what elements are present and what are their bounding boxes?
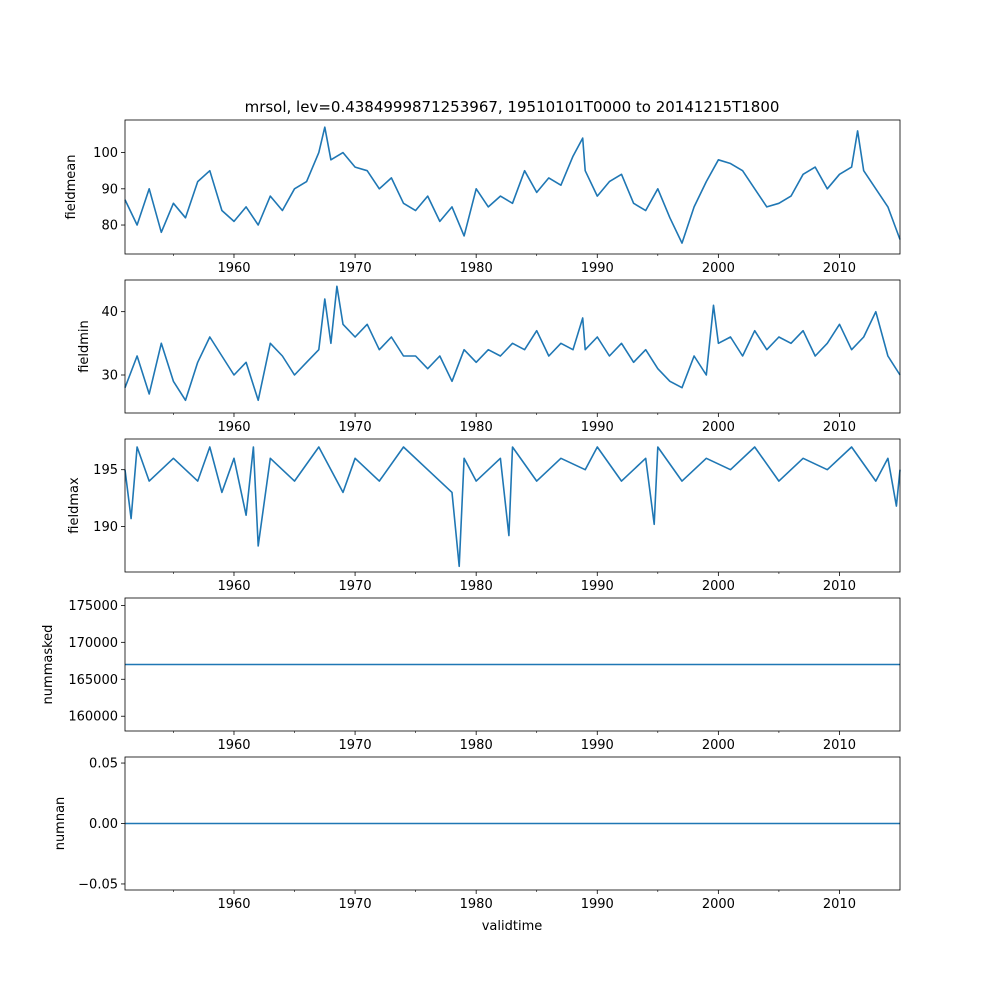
x-axis-label: validtime <box>482 919 543 934</box>
fieldmax-y-tick-label: 195 <box>93 463 118 478</box>
fieldmax-x-tick-label: 1980 <box>460 579 493 594</box>
chart-title: mrsol, lev=0.4384999871253967, 19510101T… <box>245 98 780 116</box>
nummasked-y-axis-label: nummasked <box>41 625 56 705</box>
fieldmin-y-tick-label: 40 <box>101 305 118 320</box>
fieldmin-x-tick-label: 2000 <box>702 420 735 435</box>
fieldmin-axes-frame <box>124 279 901 414</box>
fieldmean-y-tick-label: 100 <box>93 146 118 161</box>
fieldmax-x-tick-label: 1960 <box>217 579 250 594</box>
numnan-x-tick-label: 1970 <box>339 897 372 912</box>
fieldmax-x-tick-label: 1970 <box>339 579 372 594</box>
fieldmin-x-tick-label: 1960 <box>217 420 250 435</box>
nummasked-y-tick-label: 170000 <box>68 636 118 651</box>
numnan-y-axis-label: numnan <box>53 797 68 851</box>
numnan-x-tick-label: 1990 <box>581 897 614 912</box>
nummasked-y-tick-label: 165000 <box>68 673 118 688</box>
numnan-y-tick-label: 0.00 <box>89 817 118 832</box>
nummasked-x-tick-label: 1970 <box>339 738 372 753</box>
fieldmin-x-tick-label: 2010 <box>823 420 856 435</box>
fieldmax-y-tick-label: 190 <box>93 520 118 535</box>
numnan-x-tick-label: 2010 <box>823 897 856 912</box>
nummasked-y-tick-label: 175000 <box>68 599 118 614</box>
fieldmean-y-axis-label: fieldmean <box>64 155 79 220</box>
fieldmax-y-axis-label: fieldmax <box>67 477 82 534</box>
fieldmean-x-tick-label: 1960 <box>217 261 250 276</box>
nummasked-x-tick-label: 1990 <box>581 738 614 753</box>
fieldmean-x-tick-label: 1970 <box>339 261 372 276</box>
fieldmax-axes-frame <box>124 438 901 573</box>
fieldmean-x-tick-label: 1990 <box>581 261 614 276</box>
fieldmax-x-tick-label: 2000 <box>702 579 735 594</box>
fieldmean-x-tick-label: 1980 <box>460 261 493 276</box>
fieldmean-series-line <box>124 126 901 244</box>
nummasked-x-tick-label: 1960 <box>217 738 250 753</box>
subplot-nummasked: 1960 1970 1980 1990 2000 2010 160000 165000 1700… <box>41 597 901 753</box>
numnan-y-tick-label: −0.05 <box>78 877 118 892</box>
fieldmin-series-line <box>124 285 901 402</box>
fieldmin-x-tick-label: 1990 <box>581 420 614 435</box>
fieldmin-x-tick-label: 1980 <box>460 420 493 435</box>
numnan-y-tick-label: 0.05 <box>89 757 118 772</box>
numnan-x-tick-label: 2000 <box>702 897 735 912</box>
nummasked-axes-frame <box>124 597 901 732</box>
fieldmax-x-tick-label: 1990 <box>581 579 614 594</box>
fieldmean-x-tick-label: 2010 <box>823 261 856 276</box>
fieldmin-x-tick-label: 1970 <box>339 420 372 435</box>
fieldmean-axes-frame <box>124 119 901 255</box>
subplots: 1960 1970 1980 1990 2000 2010 80 90 100 fieldmean… <box>41 119 901 912</box>
fieldmin-y-tick-label: 30 <box>101 369 118 384</box>
nummasked-x-tick-label: 1980 <box>460 738 493 753</box>
fieldmax-series-line <box>124 446 901 568</box>
nummasked-x-tick-label: 2010 <box>823 738 856 753</box>
nummasked-x-tick-label: 2000 <box>702 738 735 753</box>
subplot-fieldmean: 1960 1970 1980 1990 2000 2010 80 90 100 fieldmean <box>64 119 901 276</box>
fieldmin-y-axis-label: fieldmin <box>77 320 92 373</box>
numnan-x-tick-label: 1960 <box>217 897 250 912</box>
nummasked-y-tick-label: 160000 <box>68 710 118 725</box>
fieldmean-y-tick-label: 90 <box>101 182 118 197</box>
subplot-fieldmin: 1960 1970 1980 1990 2000 2010 30 40 fieldmin <box>77 279 901 435</box>
fieldmax-x-tick-label: 2010 <box>823 579 856 594</box>
subplot-fieldmax: 1960 1970 1980 1990 2000 2010 190 195 fieldmax <box>67 438 901 594</box>
numnan-x-tick-label: 1980 <box>460 897 493 912</box>
fieldmean-x-tick-label: 2000 <box>702 261 735 276</box>
fieldmean-y-tick-label: 80 <box>101 219 118 234</box>
subplot-numnan: 1960 1970 1980 1990 2000 2010 −0.05 0.00 0.05 num… <box>53 757 901 912</box>
